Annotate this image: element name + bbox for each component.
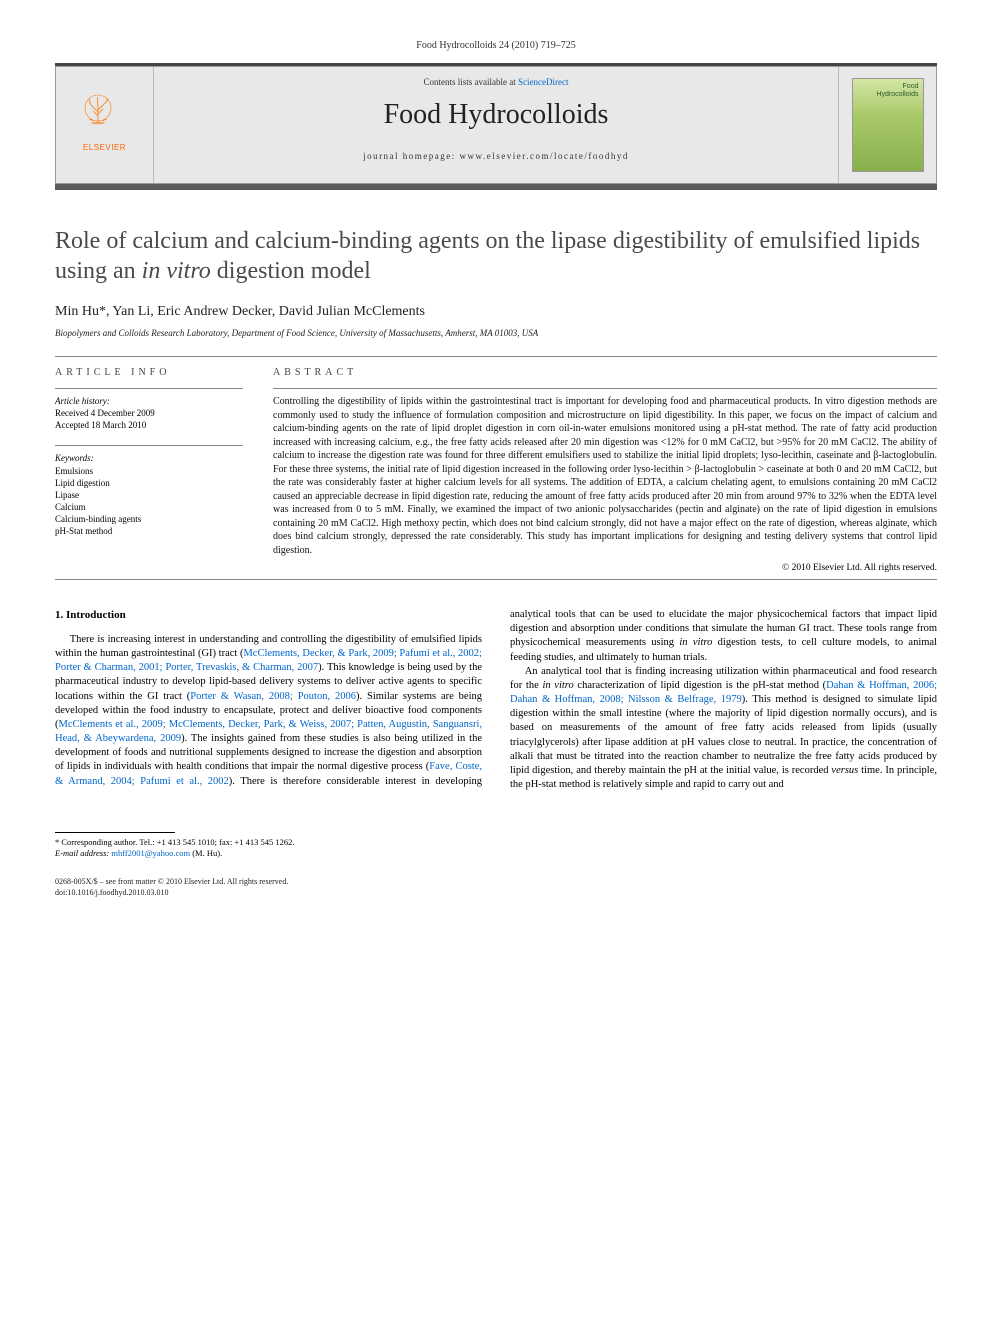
email-link[interactable]: mhff2001@yahoo.com — [111, 848, 190, 858]
citation-link[interactable]: Porter & Wasan, 2008; Pouton, 2006 — [190, 691, 356, 702]
keyword: Calcium — [55, 501, 243, 513]
divider — [55, 388, 243, 389]
history-header: Article history: — [55, 395, 243, 407]
journal-name: Food Hydrocolloids — [154, 99, 838, 131]
body-two-column: 1. Introduction There is increasing inte… — [55, 608, 937, 792]
section-heading: 1. Introduction — [55, 608, 482, 623]
cover-thumb-cell: Food Hydrocolloids — [838, 67, 936, 183]
copyright-line: © 2010 Elsevier Ltd. All rights reserved… — [273, 563, 937, 573]
italic-run: in vitro — [679, 637, 712, 648]
divider — [55, 356, 937, 357]
divider — [55, 579, 937, 580]
footnote-rule — [55, 832, 175, 833]
email-label: E-mail address: — [55, 848, 111, 858]
masthead-bottom-bar — [55, 184, 937, 190]
cover-line2: Hydrocolloids — [876, 91, 918, 98]
sciencedirect-link[interactable]: ScienceDirect — [518, 77, 568, 87]
title-part2: digestion model — [211, 258, 371, 284]
italic-run: in vitro — [542, 680, 573, 691]
keyword: Emulsions — [55, 465, 243, 477]
divider — [273, 388, 937, 389]
email-line: E-mail address: mhff2001@yahoo.com (M. H… — [55, 848, 937, 859]
journal-cover-thumbnail: Food Hydrocolloids — [852, 78, 924, 172]
doi-line: doi:10.1016/j.foodhyd.2010.03.010 — [55, 888, 937, 898]
text-run: process ( — [391, 761, 429, 772]
publisher-name: ELSEVIER — [75, 143, 135, 152]
front-matter-line: 0268-005X/$ – see front matter © 2010 El… — [55, 877, 937, 887]
email-suffix: (M. Hu). — [190, 848, 222, 858]
text-run: characterization of lipid digestion is t… — [574, 680, 826, 691]
masthead-center: Contents lists available at ScienceDirec… — [154, 67, 838, 183]
keywords-header: Keywords: — [55, 452, 243, 464]
corresponding-author-note: * Corresponding author. Tel.: +1 413 545… — [55, 837, 937, 848]
keyword: Calcium-binding agents — [55, 513, 243, 525]
history-accepted: Accepted 18 March 2010 — [55, 419, 243, 431]
keyword: Lipid digestion — [55, 477, 243, 489]
abstract-column: ABSTRACT Controlling the digestibility o… — [273, 367, 937, 573]
cover-thumb-title: Food Hydrocolloids — [876, 83, 918, 98]
footnotes: * Corresponding author. Tel.: +1 413 545… — [55, 837, 937, 859]
publisher-logo-cell: ELSEVIER — [56, 67, 154, 183]
elsevier-logo: ELSEVIER — [75, 90, 135, 160]
homepage-url[interactable]: www.elsevier.com/locate/foodhyd — [460, 151, 629, 161]
keyword: Lipase — [55, 489, 243, 501]
cover-line1: Food — [903, 83, 919, 90]
abstract-heading: ABSTRACT — [273, 367, 937, 378]
abstract-text: Controlling the digestibility of lipids … — [273, 395, 937, 557]
elsevier-tree-icon — [75, 90, 121, 136]
keyword: pH-Stat method — [55, 525, 243, 537]
article-info-heading: ARTICLE INFO — [55, 367, 243, 378]
masthead: ELSEVIER Contents lists available at Sci… — [55, 66, 937, 184]
divider — [55, 445, 243, 446]
keywords-block: Keywords: Emulsions Lipid digestion Lipa… — [55, 452, 243, 537]
running-head: Food Hydrocolloids 24 (2010) 719–725 — [55, 40, 937, 51]
text-run: ). This method is designed to simulate l… — [510, 694, 937, 776]
journal-homepage: journal homepage: www.elsevier.com/locat… — [154, 151, 838, 161]
article-title: Role of calcium and calcium-binding agen… — [55, 226, 937, 286]
history-received: Received 4 December 2009 — [55, 407, 243, 419]
contents-available-line: Contents lists available at ScienceDirec… — [154, 77, 838, 87]
page: Food Hydrocolloids 24 (2010) 719–725 ELS… — [0, 0, 992, 938]
author-list: Min Hu*, Yan Li, Eric Andrew Decker, Dav… — [55, 304, 937, 320]
info-abstract-row: ARTICLE INFO Article history: Received 4… — [55, 367, 937, 573]
italic-run: versus — [831, 765, 858, 776]
article-history: Article history: Received 4 December 200… — [55, 395, 243, 431]
title-italic: in vitro — [142, 258, 211, 284]
article-info-column: ARTICLE INFO Article history: Received 4… — [55, 367, 243, 573]
body-paragraph: An analytical tool that is finding incre… — [510, 665, 937, 793]
page-footer: 0268-005X/$ – see front matter © 2010 El… — [55, 877, 937, 898]
affiliation: Biopolymers and Colloids Research Labora… — [55, 328, 937, 338]
homepage-label: journal homepage: — [363, 151, 459, 161]
contents-prefix: Contents lists available at — [424, 77, 518, 87]
